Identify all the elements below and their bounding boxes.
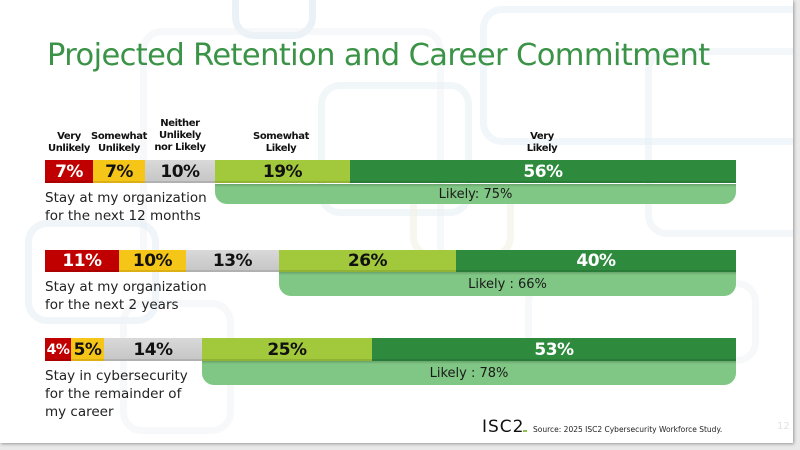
likely-total-band: Likely : 66%	[279, 272, 736, 296]
legend-somewhat-unlikely: Somewhat Unlikely	[91, 131, 147, 155]
legend-text: Somewhat	[91, 131, 147, 142]
segment-neither: 13%	[186, 250, 279, 272]
likely-total-band: Likely : 78%	[202, 361, 736, 385]
legend-text: Very	[57, 131, 81, 142]
row-label-line: Stay at my organization	[45, 279, 207, 295]
bar-shadow	[279, 272, 736, 275]
segment-neither: 10%	[145, 160, 215, 183]
segment-very-likely: 56%	[350, 160, 736, 183]
row-label: Stay in cybersecurity for the remainder …	[45, 367, 188, 421]
segment-very-unlikely: 7%	[45, 160, 93, 183]
row-label-line: Stay in cybersecurity	[45, 368, 188, 384]
row-label-line: my career	[45, 404, 114, 420]
bar-shadow	[215, 184, 736, 187]
segment-somewhat-unlikely: 5%	[71, 338, 104, 361]
background-decoration	[318, 82, 472, 216]
legend-very-unlikely: Very Unlikely	[48, 131, 90, 155]
row-label-line: for the remainder of	[45, 386, 182, 402]
legend-text: Neither	[160, 118, 200, 129]
legend-text: Somewhat	[253, 131, 309, 142]
segment-very-unlikely: 4%	[45, 338, 71, 361]
row-label-line: for the next 2 years	[45, 297, 179, 313]
likely-total-band: Likely: 75%	[215, 184, 736, 204]
segment-somewhat-likely: 26%	[279, 250, 456, 272]
background-decoration	[645, 48, 793, 237]
likely-total-label: Likely: 75%	[438, 186, 513, 202]
segment-very-likely: 53%	[372, 338, 736, 361]
stacked-bar-row-1: 7% 7% 10% 19% 56%	[45, 160, 736, 183]
legend-very-likely: Very Likely	[527, 131, 558, 155]
legend-text: Likely	[265, 143, 297, 154]
slide-title: Projected Retention and Career Commitmen…	[47, 38, 710, 73]
row-label-line: for the next 12 months	[45, 208, 201, 224]
stacked-bar-row-2: 11% 10% 13% 26% 40%	[45, 250, 736, 272]
page-number: 12	[777, 421, 790, 432]
legend-text: Very	[530, 131, 554, 142]
segment-very-likely: 40%	[456, 250, 736, 272]
likely-total-label: Likely : 66%	[468, 276, 547, 292]
segment-somewhat-likely: 19%	[215, 160, 350, 183]
legend-somewhat-likely: Somewhat Likely	[253, 131, 309, 155]
legend-text: Unlikely	[97, 143, 140, 154]
segment-somewhat-unlikely: 10%	[119, 250, 186, 272]
legend-text: Unlikely	[158, 130, 202, 141]
segment-neither: 14%	[104, 338, 202, 361]
legend-text: nor Likely	[154, 142, 206, 153]
background-decoration	[25, 220, 159, 324]
likely-total-label: Likely : 78%	[429, 365, 509, 381]
segment-somewhat-unlikely: 7%	[93, 160, 145, 183]
slide: Projected Retention and Career Commitmen…	[0, 0, 793, 443]
row-label-line: Stay at my organization	[45, 190, 207, 206]
row-label: Stay at my organization for the next 2 y…	[45, 278, 207, 314]
legend-text: Likely	[526, 143, 558, 154]
logo-accent-icon	[522, 430, 527, 432]
legend-text: Unlikely	[47, 143, 91, 154]
legend-neither: Neither Unlikely nor Likely	[154, 118, 206, 154]
background-decoration	[232, 0, 316, 39]
segment-very-unlikely: 11%	[45, 250, 119, 272]
row-label: Stay at my organization for the next 12 …	[45, 189, 207, 225]
segment-somewhat-likely: 25%	[202, 338, 372, 361]
isc2-logo: ISC2	[482, 417, 527, 437]
source-note: Source: 2025 ISC2 Cybersecurity Workforc…	[533, 425, 723, 434]
logo-text: ISC2	[482, 417, 525, 437]
bar-shadow	[202, 361, 736, 364]
stacked-bar-row-3: 4% 5% 14% 25% 53%	[45, 338, 736, 361]
background-decoration	[480, 6, 793, 145]
